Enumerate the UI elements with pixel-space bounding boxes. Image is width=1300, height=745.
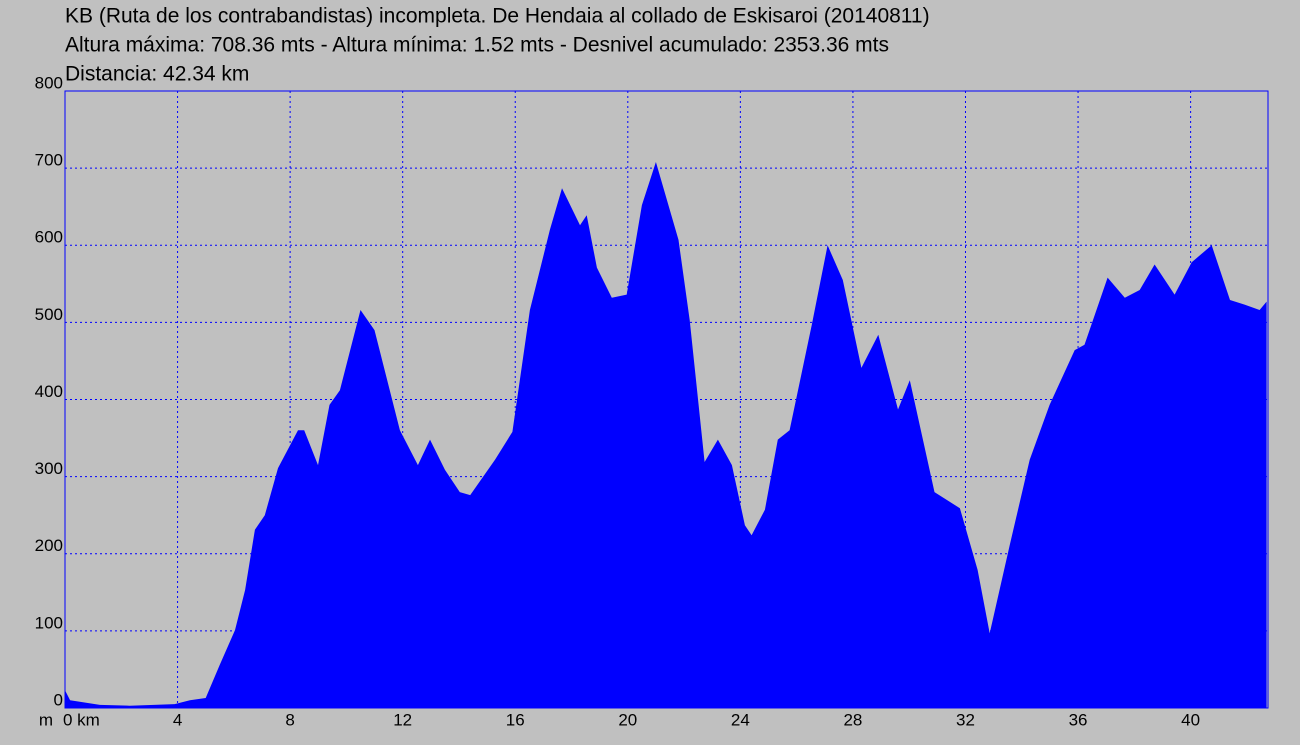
x-tick-label: 0 km <box>63 710 100 729</box>
y-tick-label: 100 <box>35 613 63 632</box>
x-tick-label: 8 <box>285 710 294 729</box>
y-tick-label: 0 <box>54 690 63 709</box>
y-tick-label: 800 <box>35 73 63 92</box>
distance-annotation: Distancia: 42.34 km <box>65 63 249 86</box>
x-tick-label: 40 <box>1181 710 1200 729</box>
x-tick-label: 4 <box>173 710 182 729</box>
y-tick-label: 700 <box>35 151 63 170</box>
y-tick-label: 300 <box>35 459 63 478</box>
x-tick-label: 32 <box>956 710 975 729</box>
x-tick-label: 20 <box>618 710 637 729</box>
y-tick-label: 500 <box>35 305 63 324</box>
x-tick-label: 28 <box>843 710 862 729</box>
x-tick-label: 24 <box>731 710 750 729</box>
x-tick-label: 36 <box>1069 710 1088 729</box>
elevation-area <box>65 162 1267 708</box>
chart-subtitle: Altura máxima: 708.36 mts - Altura mínim… <box>65 34 889 57</box>
x-tick-label: 12 <box>393 710 412 729</box>
y-tick-label: 400 <box>35 382 63 401</box>
y-axis-label: m <box>39 710 53 729</box>
chart-title: KB (Ruta de los contrabandistas) incompl… <box>65 5 930 28</box>
x-tick-label: 16 <box>506 710 525 729</box>
y-tick-label: 200 <box>35 536 63 555</box>
y-tick-label: 600 <box>35 228 63 247</box>
